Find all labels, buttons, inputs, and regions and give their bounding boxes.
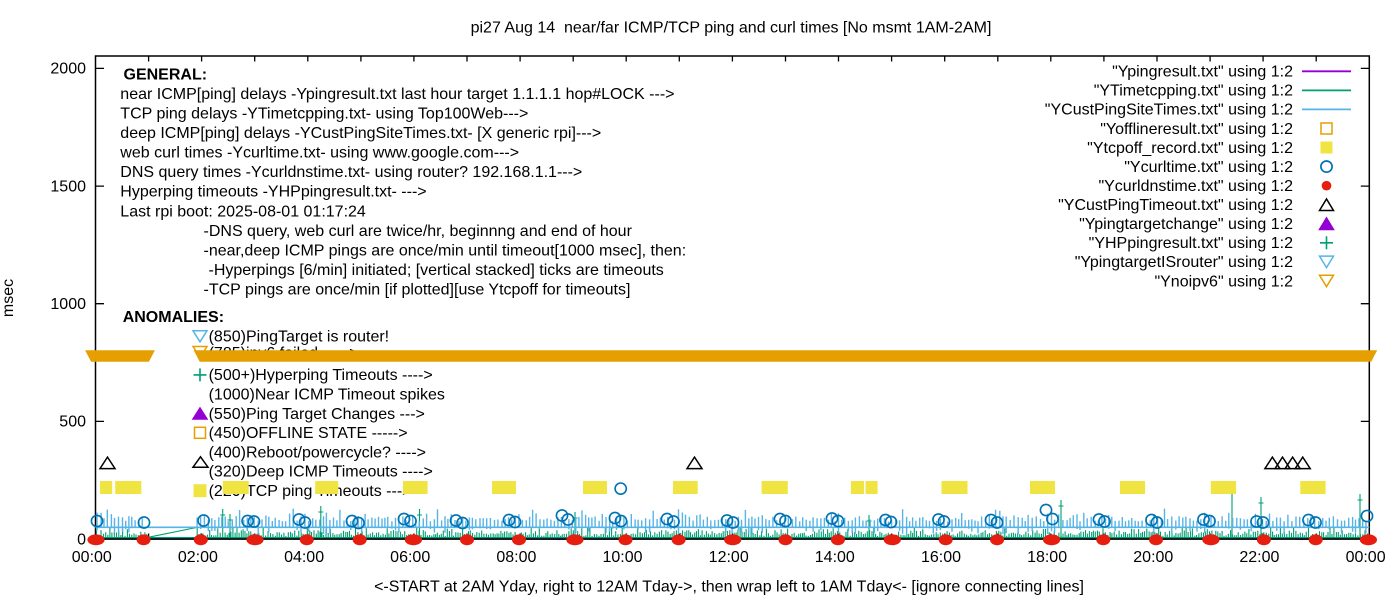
svg-text:(320)Deep ICMP Timeouts ---->: (320)Deep ICMP Timeouts ----> bbox=[209, 464, 433, 481]
svg-text:ANOMALIES:: ANOMALIES: bbox=[123, 309, 224, 326]
svg-text:16:00: 16:00 bbox=[921, 549, 961, 566]
svg-text:06:00: 06:00 bbox=[390, 549, 430, 566]
svg-text:"YHPpingresult.txt" using 1:2: "YHPpingresult.txt" using 1:2 bbox=[1089, 235, 1293, 252]
svg-text:02:00: 02:00 bbox=[178, 549, 218, 566]
svg-text:00:00: 00:00 bbox=[1346, 549, 1386, 566]
svg-text:"Ypingtargetchange" using 1:2: "Ypingtargetchange" using 1:2 bbox=[1079, 216, 1293, 233]
svg-text:08:00: 08:00 bbox=[496, 549, 536, 566]
svg-text:"Ytcpoff_record.txt" using 1:2: "Ytcpoff_record.txt" using 1:2 bbox=[1087, 140, 1293, 157]
svg-text:DNS query times -Ycurldnstime.: DNS query times -Ycurldnstime.txt- using… bbox=[120, 164, 582, 181]
svg-text:near ICMP[ping] delays -Ypingr: near ICMP[ping] delays -Ypingresult.txt … bbox=[120, 86, 674, 103]
svg-text:(1000)Near ICMP Timeout spikes: (1000)Near ICMP Timeout spikes bbox=[209, 387, 445, 404]
svg-text:-TCP pings are once/min [if pl: -TCP pings are once/min [if plotted][use… bbox=[204, 282, 631, 299]
svg-text:(220)TCP ping Timeouts --->: (220)TCP ping Timeouts ---> bbox=[209, 483, 412, 500]
svg-text:(450)OFFLINE STATE ----->: (450)OFFLINE STATE -----> bbox=[209, 425, 408, 442]
svg-text:-Hyperpings [6/min] initiated;: -Hyperpings [6/min] initiated; [vertical… bbox=[209, 262, 664, 279]
svg-text:<-START at 2AM Yday, right to: <-START at 2AM Yday, right to 12AM Tday-… bbox=[374, 579, 1084, 596]
svg-text:msec: msec bbox=[0, 279, 17, 317]
svg-text:"Ynoipv6" using 1:2: "Ynoipv6" using 1:2 bbox=[1154, 273, 1293, 290]
svg-text:web curl times -Ycurltime.txt-: web curl times -Ycurltime.txt- using www… bbox=[119, 145, 519, 162]
svg-text:00:00: 00:00 bbox=[72, 549, 112, 566]
svg-text:(500+)Hyperping Timeouts ---->: (500+)Hyperping Timeouts ----> bbox=[209, 367, 433, 384]
svg-text:"YCustPingSiteTimes.txt" using: "YCustPingSiteTimes.txt" using 1:2 bbox=[1045, 102, 1293, 119]
svg-text:(850)PingTarget is router!: (850)PingTarget is router! bbox=[209, 329, 390, 346]
svg-text:Last rpi boot: 2025-08-01 01:1: Last rpi boot: 2025-08-01 01:17:24 bbox=[120, 203, 366, 220]
svg-text:500: 500 bbox=[59, 414, 86, 431]
svg-text:12:00: 12:00 bbox=[709, 549, 749, 566]
svg-text:0: 0 bbox=[77, 531, 86, 548]
svg-text:"YpingtargetISrouter" using 1:: "YpingtargetISrouter" using 1:2 bbox=[1075, 254, 1293, 271]
svg-text:GENERAL:: GENERAL: bbox=[124, 66, 208, 83]
svg-text:TCP ping delays -YTimetcpping.: TCP ping delays -YTimetcpping.txt- using… bbox=[120, 105, 528, 122]
svg-text:"YTimetcpping.txt" using 1:2: "YTimetcpping.txt" using 1:2 bbox=[1094, 83, 1293, 100]
svg-text:14:00: 14:00 bbox=[815, 549, 855, 566]
svg-text:(550)Ping Target Changes --->: (550)Ping Target Changes ---> bbox=[209, 406, 425, 423]
svg-text:(400)Reboot/powercycle? ---->: (400)Reboot/powercycle? ----> bbox=[209, 444, 426, 461]
svg-text:-near,deep ICMP pings are once: -near,deep ICMP pings are once/min until… bbox=[204, 242, 687, 259]
svg-text:Hyperping timeouts -YHPpingres: Hyperping timeouts -YHPpingresult.txt- -… bbox=[120, 184, 426, 201]
svg-text:-DNS query, web curl are twice: -DNS query, web curl are twice/hr, begin… bbox=[204, 223, 633, 240]
svg-text:22:00: 22:00 bbox=[1239, 549, 1279, 566]
svg-text:"Ypingresult.txt" using 1:2: "Ypingresult.txt" using 1:2 bbox=[1112, 64, 1293, 81]
svg-text:04:00: 04:00 bbox=[284, 549, 324, 566]
svg-text:"YCustPingTimeout.txt" using 1: "YCustPingTimeout.txt" using 1:2 bbox=[1058, 197, 1293, 214]
svg-text:pi27 Aug 14 near/far ICMP/TCP: pi27 Aug 14 near/far ICMP/TCP ping and c… bbox=[471, 20, 992, 37]
svg-text:"Yofflineresult.txt" using 1:2: "Yofflineresult.txt" using 1:2 bbox=[1100, 121, 1293, 138]
svg-text:2000: 2000 bbox=[50, 61, 86, 78]
svg-text:1000: 1000 bbox=[50, 296, 86, 313]
svg-text:deep ICMP[ping] delays -YCustP: deep ICMP[ping] delays -YCustPingSiteTim… bbox=[120, 125, 601, 142]
svg-text:"Ycurldnstime.txt" using 1:2: "Ycurldnstime.txt" using 1:2 bbox=[1098, 178, 1293, 195]
svg-text:20:00: 20:00 bbox=[1133, 549, 1173, 566]
svg-text:1500: 1500 bbox=[50, 178, 86, 195]
svg-text:18:00: 18:00 bbox=[1027, 549, 1067, 566]
svg-text:10:00: 10:00 bbox=[602, 549, 642, 566]
svg-text:"Ycurltime.txt" using 1:2: "Ycurltime.txt" using 1:2 bbox=[1124, 159, 1293, 176]
